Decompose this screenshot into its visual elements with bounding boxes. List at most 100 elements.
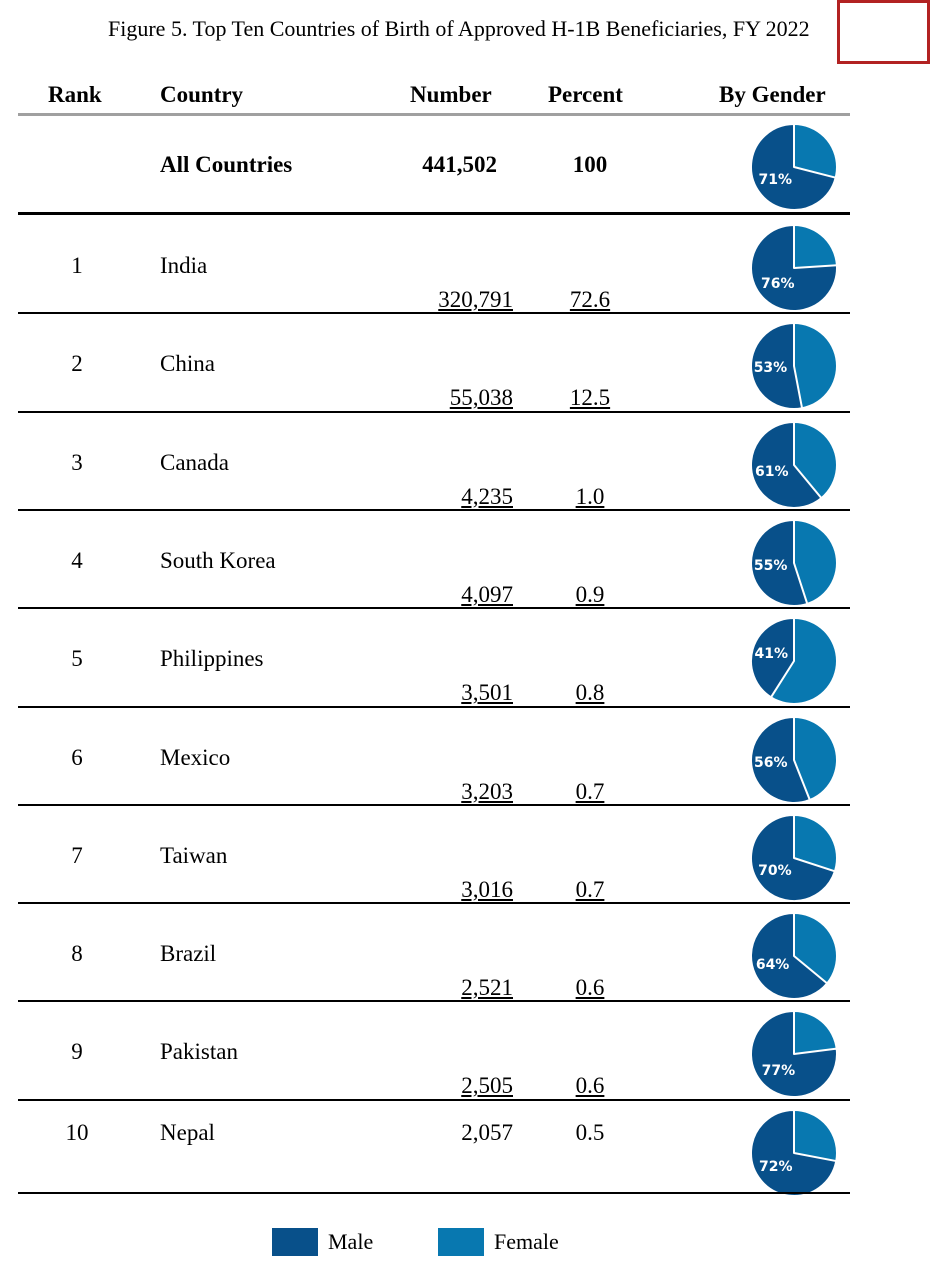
row-number: 2,505 [461,1073,513,1099]
row-percent: 0.7 [575,778,605,804]
row-gender-pie [750,518,838,607]
row-number: 320,791 [438,287,513,312]
total-gender-label: 71% [758,172,793,189]
row-country: Pakistan [160,1039,238,1065]
row-rule [18,1192,850,1194]
row-gender-pie [750,1108,838,1197]
header-number: Number [410,82,492,107]
row-gender-pie [750,224,838,312]
male-slice [750,224,838,312]
row-country: China [160,351,215,377]
row-rank: 8 [71,941,83,967]
row-number: 2,057 [461,1119,513,1145]
header-by-gender: By Gender [719,82,826,107]
header-country: Country [160,82,244,107]
row-gender-label: 77% [761,1063,796,1080]
row-percent: 1.0 [575,483,605,509]
row-gender-label: 61% [754,463,789,480]
row-gender-pie [750,813,838,902]
male-slice [750,322,804,411]
row-gender-pie [750,912,838,1001]
row-gender-pie [750,617,838,706]
row-rank: 1 [71,253,83,278]
row-number: 3,203 [461,778,513,804]
header-rank: Rank [48,82,102,107]
row-rank: 3 [71,449,83,475]
legend-swatch-male [272,1228,318,1256]
row-rule [18,607,850,610]
row-rule [18,1000,850,1003]
row-country: Nepal [160,1119,215,1145]
row-number: 3,501 [461,680,513,706]
row-percent: 12.5 [569,385,611,411]
row-number: 4,235 [461,483,513,509]
row-rule [18,508,850,511]
row-gender-label: 53% [753,359,788,376]
row-country: South Korea [160,547,276,573]
row-percent: 0.9 [575,581,605,607]
row-gender-label: 64% [755,957,790,974]
row-country: Canada [160,449,229,475]
row-country: Mexico [160,744,231,770]
row-number: 3,016 [461,876,513,902]
row-rule [18,902,850,905]
row-country: India [160,253,208,278]
row-gender-pie [750,1010,838,1099]
figure-title: Figure 5. Top Ten Countries of Birth of … [108,16,810,41]
row-gender-label: 41% [754,645,789,662]
row-rule [18,410,850,413]
row-gender-label: 70% [758,862,792,879]
row-percent: 72.6 [569,287,611,312]
row-number: 4,097 [461,581,513,607]
row-gender-pie [750,420,838,509]
total-country: All Countries [160,152,293,177]
row-rank: 2 [71,351,83,377]
header-rule [18,113,850,116]
total-rule [18,212,850,215]
row-rank: 10 [65,1119,89,1145]
row-rule [18,1098,850,1101]
row-rank: 5 [71,646,83,672]
row-country: Philippines [160,646,264,672]
row-rule [18,312,850,315]
row-percent: 0.6 [575,1073,605,1099]
male-slice [750,715,811,804]
row-percent: 0.6 [575,975,605,1001]
row-percent: 0.7 [575,876,605,902]
legend-swatch-female [438,1228,484,1256]
male-slice [750,1108,838,1197]
total-gender-pie [750,123,838,211]
highlight-box [837,0,930,64]
legend-label-female: Female [494,1229,559,1254]
row-gender-pie [750,715,838,804]
header-percent: Percent [548,82,623,107]
male-slice [750,813,836,902]
male-slice [750,420,823,509]
row-gender-label: 72% [759,1158,793,1175]
male-slice [750,912,829,1001]
male-slice [750,123,837,211]
row-number: 55,038 [449,385,513,411]
row-gender-label: 56% [754,754,788,771]
row-rank: 6 [71,744,83,770]
male-slice [750,518,809,607]
row-percent: 0.5 [575,1119,605,1145]
row-rule [18,803,850,806]
total-percent: 100 [572,152,608,177]
row-percent: 0.8 [575,680,605,706]
row-rank: 7 [71,842,83,868]
row-gender-label: 55% [753,557,788,574]
male-slice [750,617,795,699]
legend: Male Female [0,1228,948,1258]
row-country: Brazil [160,941,217,967]
row-rank: 4 [71,547,83,573]
row-country: Taiwan [160,842,228,868]
male-slice [750,1010,838,1099]
row-gender-pie [750,322,838,411]
row-rule [18,705,850,708]
row-number: 2,521 [461,975,513,1001]
row-gender-label: 76% [761,276,795,293]
legend-label-male: Male [328,1229,374,1254]
total-number: 441,502 [422,152,497,177]
row-rank: 9 [71,1039,83,1065]
